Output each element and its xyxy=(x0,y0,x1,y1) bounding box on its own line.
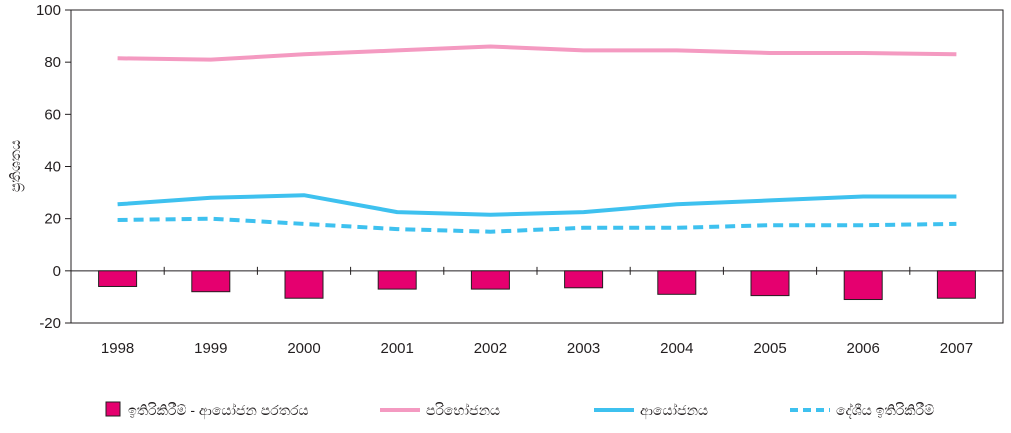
x-tick-label: 2000 xyxy=(287,340,320,357)
lines xyxy=(117,44,957,234)
legend-label: පරිභෝජනය xyxy=(426,402,500,418)
bar xyxy=(843,270,883,301)
legend-item: ඉතිරිකිරීම් - ආයෝජන පරතරය xyxy=(105,401,309,420)
x-tick-label: 2005 xyxy=(753,340,786,357)
y-tick-label: 40 xyxy=(44,159,61,176)
legend-item: පරිභෝජනය xyxy=(380,402,500,418)
series-line xyxy=(117,216,957,234)
x-tick-label: 2006 xyxy=(847,340,880,357)
x-tick-label: 2003 xyxy=(567,340,600,357)
x-tick-label: 2004 xyxy=(660,340,693,357)
y-tick-label: 100 xyxy=(36,2,61,19)
legend-item: දේශීය ඉතිරිකිරීම් xyxy=(790,402,934,419)
bar xyxy=(377,270,417,290)
y-tick-label: 80 xyxy=(44,54,61,71)
x-tick-label: 1999 xyxy=(194,340,227,357)
legend-swatch-bar xyxy=(105,401,121,417)
series-line xyxy=(117,193,957,217)
bar xyxy=(750,270,790,297)
series-line xyxy=(117,44,957,62)
x-tick-label: 2001 xyxy=(381,340,414,357)
legend-label: ආයෝජනය xyxy=(640,402,708,420)
legend-label: දේශීය ඉතිරිකිරීම් xyxy=(836,402,934,419)
bar xyxy=(936,270,976,299)
legend: ඉතිරිකිරීම් - ආයෝජන පරතරය පරිභෝජනය ආයෝජනය ද… xyxy=(105,401,934,420)
tick-labels: -20 0 20 40 60 80 100 1998 1999 2000 2001 2002 2003 2… xyxy=(36,2,973,357)
bar xyxy=(284,270,324,299)
bar xyxy=(657,270,697,295)
legend-item: ආයෝජනය xyxy=(594,402,708,420)
bar xyxy=(191,270,231,293)
x-tick-label: 1998 xyxy=(101,340,134,357)
y-tick-label: 20 xyxy=(44,211,61,228)
y-tick-label: -20 xyxy=(39,315,61,332)
bar xyxy=(564,270,604,289)
bar xyxy=(98,270,138,287)
x-tick-label: 2002 xyxy=(474,340,507,357)
bars xyxy=(98,270,976,301)
y-tick-label: 0 xyxy=(53,263,61,280)
y-axis-label: ප්‍රතිශතය xyxy=(7,140,25,192)
y-tick-label: 60 xyxy=(44,106,61,123)
x-tick-label: 2007 xyxy=(940,340,973,357)
bar xyxy=(470,270,510,290)
legend-label: ඉතිරිකිරීම් - ආයෝජන පරතරය xyxy=(128,402,309,420)
